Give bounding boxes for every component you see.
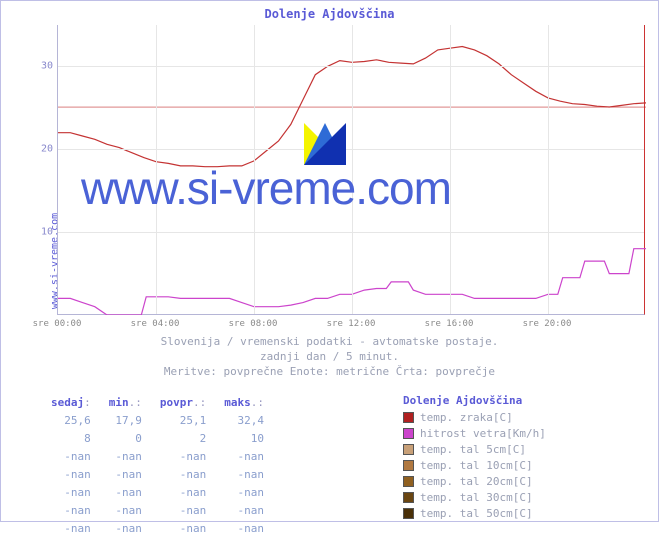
stats-table: sedaj:min.:povpr.:maks.: 25,617,925,132,… bbox=[41, 393, 274, 539]
stats-cell: -nan bbox=[216, 449, 272, 465]
legend-label: hitrost vetra[Km/h] bbox=[420, 426, 546, 442]
stats-cell: 2 bbox=[152, 431, 214, 447]
legend-item: temp. tal 10cm[C] bbox=[403, 458, 546, 474]
table-row: -nan-nan-nan-nan bbox=[43, 503, 272, 519]
x-tick-label: sre 12:00 bbox=[327, 319, 376, 329]
x-tick-label: sre 04:00 bbox=[131, 319, 180, 329]
table-row: -nan-nan-nan-nan bbox=[43, 449, 272, 465]
y-tick-label: 20 bbox=[35, 144, 53, 155]
stats-col-min: min.: bbox=[101, 395, 150, 411]
legend-label: temp. tal 10cm[C] bbox=[420, 458, 533, 474]
table-row: 25,617,925,132,4 bbox=[43, 413, 272, 429]
legend-swatch-icon bbox=[403, 428, 414, 439]
y-tick-label: 30 bbox=[35, 61, 53, 72]
stats-cell: -nan bbox=[152, 521, 214, 537]
legend-title: Dolenje Ajdovščina bbox=[403, 393, 546, 409]
legend-item: temp. tal 20cm[C] bbox=[403, 474, 546, 490]
legend-item: temp. tal 5cm[C] bbox=[403, 442, 546, 458]
stats-header-row: sedaj:min.:povpr.:maks.: bbox=[43, 395, 272, 411]
legend-label: temp. zraka[C] bbox=[420, 410, 513, 426]
plot-area bbox=[57, 25, 645, 315]
stats-cell: -nan bbox=[216, 521, 272, 537]
legend-label: temp. tal 20cm[C] bbox=[420, 474, 533, 490]
x-tick-label: sre 08:00 bbox=[229, 319, 278, 329]
stats-cell: 10 bbox=[216, 431, 272, 447]
stats-cell: 8 bbox=[43, 431, 99, 447]
stats-cell: -nan bbox=[101, 485, 150, 501]
stats-cell: -nan bbox=[43, 521, 99, 537]
stats-cell: -nan bbox=[152, 485, 214, 501]
stats-cell: -nan bbox=[152, 503, 214, 519]
stats-body: 25,617,925,132,480210-nan-nan-nan-nan-na… bbox=[43, 413, 272, 537]
legend-swatch-icon bbox=[403, 460, 414, 471]
table-row: -nan-nan-nan-nan bbox=[43, 521, 272, 537]
legend-items: temp. zraka[C]hitrost vetra[Km/h]temp. t… bbox=[403, 410, 546, 522]
chart-title: Dolenje Ajdovščina bbox=[1, 7, 658, 21]
stats-cell: -nan bbox=[101, 503, 150, 519]
stats-cell: -nan bbox=[152, 449, 214, 465]
stats-col-maks: maks.: bbox=[216, 395, 272, 411]
stats-cell: -nan bbox=[101, 467, 150, 483]
legend-item: temp. tal 50cm[C] bbox=[403, 506, 546, 522]
stats-cell: -nan bbox=[216, 485, 272, 501]
stats-col-povpr: povpr.: bbox=[152, 395, 214, 411]
x-tick-label: sre 16:00 bbox=[425, 319, 474, 329]
legend-swatch-icon bbox=[403, 492, 414, 503]
subtitle-line: zadnji dan / 5 minut. bbox=[1, 350, 658, 365]
legend-swatch-icon bbox=[403, 508, 414, 519]
legend-label: temp. tal 30cm[C] bbox=[420, 490, 533, 506]
stats-cell: -nan bbox=[43, 503, 99, 519]
stats-cell: -nan bbox=[216, 503, 272, 519]
stats-cell: 25,6 bbox=[43, 413, 99, 429]
table-row: -nan-nan-nan-nan bbox=[43, 485, 272, 501]
stats-col-sedaj: sedaj: bbox=[43, 395, 99, 411]
legend: Dolenje Ajdovščina temp. zraka[C]hitrost… bbox=[403, 393, 546, 522]
stats-cell: 32,4 bbox=[216, 413, 272, 429]
y-tick-label: 10 bbox=[35, 227, 53, 238]
subtitle-line: Slovenija / vremenski podatki - avtomats… bbox=[1, 335, 658, 350]
legend-item: hitrost vetra[Km/h] bbox=[403, 426, 546, 442]
table-row: 80210 bbox=[43, 431, 272, 447]
subtitle-line: Meritve: povprečne Enote: metrične Črta:… bbox=[1, 365, 658, 380]
stats-cell: 25,1 bbox=[152, 413, 214, 429]
table-row: -nan-nan-nan-nan bbox=[43, 467, 272, 483]
x-tick-label: sre 20:00 bbox=[523, 319, 572, 329]
stats-cell: 0 bbox=[101, 431, 150, 447]
stats-cell: -nan bbox=[43, 485, 99, 501]
stats-cell: -nan bbox=[216, 467, 272, 483]
chart-frame: www.si-vreme.com Dolenje Ajdovščina www.… bbox=[0, 0, 659, 522]
stats-cell: -nan bbox=[43, 467, 99, 483]
legend-label: temp. tal 50cm[C] bbox=[420, 506, 533, 522]
legend-item: temp. zraka[C] bbox=[403, 410, 546, 426]
legend-item: temp. tal 30cm[C] bbox=[403, 490, 546, 506]
stats-cell: -nan bbox=[101, 521, 150, 537]
legend-swatch-icon bbox=[403, 412, 414, 423]
stats-cell: -nan bbox=[101, 449, 150, 465]
stats-cell: 17,9 bbox=[101, 413, 150, 429]
stats-cell: -nan bbox=[43, 449, 99, 465]
legend-swatch-icon bbox=[403, 444, 414, 455]
legend-swatch-icon bbox=[403, 476, 414, 487]
subtitle-block: Slovenija / vremenski podatki - avtomats… bbox=[1, 335, 658, 380]
legend-label: temp. tal 5cm[C] bbox=[420, 442, 526, 458]
stats-cell: -nan bbox=[152, 467, 214, 483]
x-tick-label: sre 00:00 bbox=[33, 319, 82, 329]
